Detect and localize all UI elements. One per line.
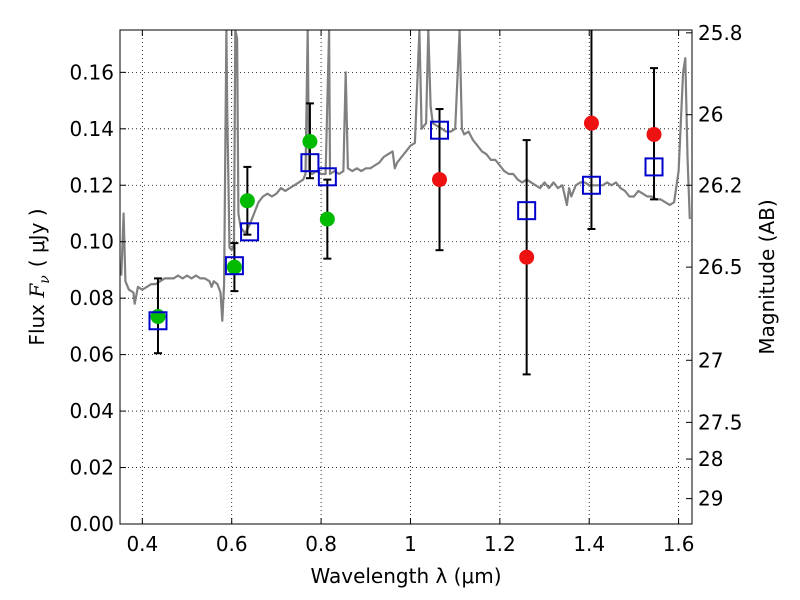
data-point-square	[300, 153, 320, 173]
data-point-square	[224, 256, 244, 276]
x-tick-label: 0.8	[305, 532, 337, 556]
ticks: 0.4 0.6 0.8 1 1.2 1.4 1.6 0.00 0.02 0.04 0.06 0.08 0…	[69, 21, 742, 556]
data-point-square	[581, 175, 601, 195]
right-tick-label: 26.2	[698, 173, 743, 197]
x-tick-label: 1.6	[663, 532, 695, 556]
y-tick-label: 0.00	[69, 512, 114, 536]
y-axis-title-unit: ( μJy )	[25, 208, 49, 267]
y-tick-label: 0.04	[69, 399, 114, 423]
right-tick-label: 25.8	[698, 21, 743, 45]
data-point-circle	[583, 115, 599, 131]
data-point-circle	[319, 211, 335, 227]
data-markers	[148, 115, 664, 331]
x-tick-label: 0.6	[216, 532, 248, 556]
plot-frame	[119, 29, 693, 525]
y-axis-title-prefix: Flux	[25, 298, 49, 346]
data-point-circle	[432, 172, 448, 188]
plot-background	[120, 30, 692, 524]
data-point-circle	[519, 249, 535, 265]
y-tick-label: 0.02	[69, 456, 114, 480]
y-tick-label: 0.16	[69, 60, 114, 84]
right-tick-label: 26	[698, 103, 723, 127]
data-point-square	[430, 120, 450, 140]
y-axis-title-symbol: F	[25, 283, 49, 299]
data-point-square	[240, 222, 260, 242]
y-axis-title-subscript: ν	[37, 275, 53, 284]
right-axis-title: Magnitude (AB)	[755, 199, 779, 354]
x-tick-label: 1	[404, 532, 417, 556]
spectrum	[120, 30, 691, 322]
right-tick-label: 26.5	[698, 255, 743, 279]
data-point-square	[148, 311, 168, 331]
y-tick-label: 0.06	[69, 343, 114, 367]
data-point-square	[644, 157, 664, 177]
x-tick-label: 1.2	[484, 532, 516, 556]
x-axis-title: Wavelength λ (μm)	[310, 564, 501, 588]
right-tick-label: 27	[698, 348, 723, 372]
data-point-square	[517, 201, 537, 221]
y-tick-label: 0.14	[69, 117, 114, 141]
right-tick-label: 27.5	[698, 410, 743, 434]
y-axis-title: Flux Fν ( μJy )	[25, 208, 53, 345]
data-point-circle	[239, 193, 255, 209]
x-tick-label: 1.4	[573, 532, 605, 556]
data-point-circle	[302, 134, 318, 150]
right-tick-label: 29	[698, 487, 723, 511]
y-tick-label: 0.08	[69, 286, 114, 310]
data-point-circle	[226, 259, 242, 275]
x-tick-label: 0.4	[126, 532, 158, 556]
spectrum-line	[120, 30, 691, 322]
right-tick-label: 28	[698, 447, 723, 471]
data-point-square	[317, 167, 337, 187]
y-tick-label: 0.10	[69, 230, 114, 254]
y-tick-label: 0.12	[69, 173, 114, 197]
data-point-circle	[646, 126, 662, 142]
